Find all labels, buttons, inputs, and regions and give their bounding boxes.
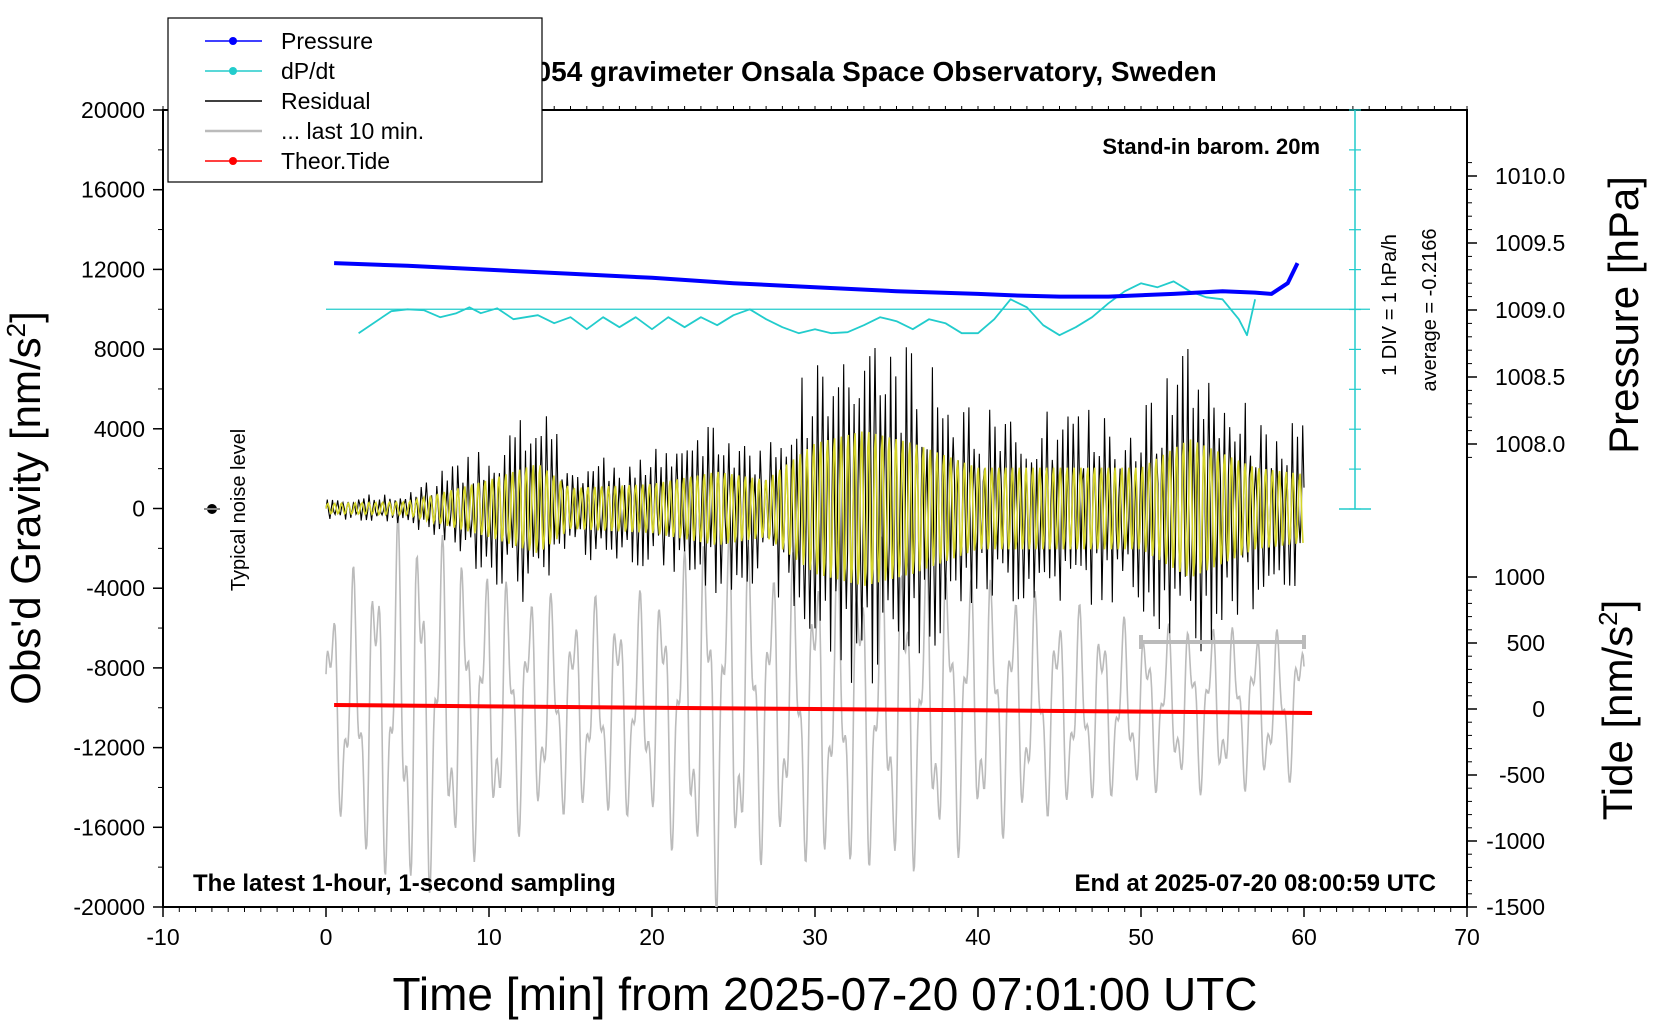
- chart-title: SCG_054 gravimeter Onsala Space Observat…: [459, 56, 1216, 87]
- y-tick-label: 0: [132, 496, 145, 522]
- x-axis-title: Time [min] from 2025-07-20 07:01:00 UTC: [393, 968, 1258, 1020]
- series-residual: [325, 347, 1305, 684]
- y-tick-label: 8000: [94, 336, 145, 362]
- y-axis-tide-title: Tide [nm/s2]: [1593, 600, 1641, 821]
- y-tick-label: 20000: [81, 97, 145, 123]
- series-dpdt: [358, 280, 1256, 337]
- tide-tick-label: 1000: [1494, 564, 1545, 590]
- tide-tick-label: -500: [1499, 762, 1545, 788]
- tide-tick-label: 0: [1532, 696, 1545, 722]
- barometer-note: Stand-in barom. 20m: [1102, 134, 1320, 159]
- div-scale-label: 1 DIV = 1 hPa/h: [1379, 234, 1401, 376]
- x-tick-label: 10: [476, 924, 502, 950]
- y-tick-label: 4000: [94, 416, 145, 442]
- x-tick-label: 70: [1454, 924, 1480, 950]
- legend-label: Residual: [281, 88, 371, 114]
- x-tick-label: 50: [1128, 924, 1154, 950]
- tide-tick-label: -1500: [1486, 894, 1545, 920]
- average-label: average = -0.2166: [1419, 229, 1441, 392]
- legend-label: dP/dt: [281, 58, 335, 84]
- y-tick-label: 16000: [81, 177, 145, 203]
- legend-marker: [229, 67, 237, 75]
- series-pressure: [334, 261, 1300, 299]
- legend: Pressure dP/dt Residual ... last 10 min. The…: [167, 17, 543, 183]
- legend-marker: [229, 37, 237, 45]
- y-tick-label: -20000: [73, 894, 145, 920]
- legend-box: [167, 17, 543, 183]
- pressure-tick-label: 1010.0: [1495, 163, 1565, 189]
- x-tick-label: 60: [1291, 924, 1317, 950]
- y-tick-label: 12000: [81, 256, 145, 282]
- end-time-note: End at 2025-07-20 08:00:59 UTC: [1075, 870, 1437, 897]
- pressure-tick-label: 1008.0: [1495, 431, 1565, 457]
- y-tick-label: -12000: [73, 735, 145, 761]
- tide-tick-label: 500: [1507, 630, 1545, 656]
- pressure-tick-label: 1009.5: [1495, 230, 1565, 256]
- tide-tick-label: -1000: [1486, 828, 1545, 854]
- y-tick-label: -4000: [86, 575, 145, 601]
- legend-label: Pressure: [281, 28, 373, 54]
- y-tick-label: -8000: [86, 655, 145, 681]
- axis-ticks: [153, 106, 1477, 917]
- x-tick-label: 40: [965, 924, 991, 950]
- legend-label: ... last 10 min.: [281, 118, 424, 144]
- series-theor-tide: [334, 703, 1313, 715]
- y-axis-pressure-title: Pressure [hPa]: [1600, 176, 1647, 454]
- series-filtered-residual: [325, 431, 1304, 586]
- sampling-note: The latest 1-hour, 1-second sampling: [193, 870, 616, 897]
- tick-labels: -10 0 10 20 30 40 50 60 70 20000 16000 12000 8000 400…: [73, 97, 1565, 950]
- y-axis-left-title: Obs'd Gravity [nm/s2]: [1, 311, 49, 705]
- legend-marker: [229, 157, 237, 165]
- series-last-10-min: [325, 513, 1305, 907]
- series-layer: [325, 261, 1313, 907]
- pressure-tick-label: 1008.5: [1495, 364, 1565, 390]
- x-tick-label: 0: [320, 924, 333, 950]
- noise-label: Typical noise level: [228, 429, 250, 591]
- x-tick-label: 20: [639, 924, 665, 950]
- x-tick-label: -10: [146, 924, 179, 950]
- pressure-tick-label: 1009.0: [1495, 297, 1565, 323]
- legend-label: Theor.Tide: [281, 148, 390, 174]
- y-tick-label: -16000: [73, 814, 145, 840]
- x-tick-label: 30: [802, 924, 828, 950]
